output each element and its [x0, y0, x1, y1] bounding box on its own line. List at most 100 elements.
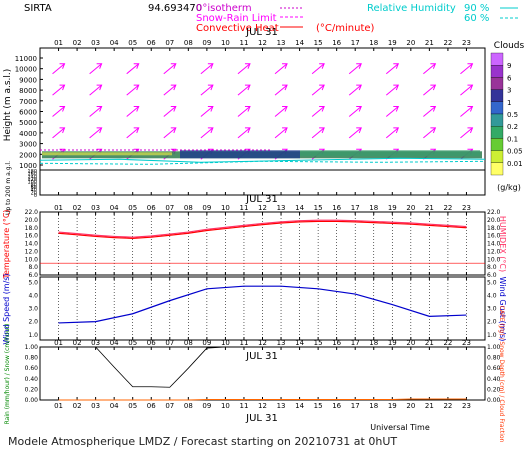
hour-tick-label: 02	[73, 339, 82, 347]
hour-tick-label: 23	[462, 339, 471, 347]
wind-arrow	[460, 106, 473, 117]
hour-tick-label: 02	[73, 204, 82, 212]
hour-tick-label: 18	[369, 204, 378, 212]
wind-arrow-head	[282, 106, 288, 112]
temp-tick-label: 18.0	[25, 225, 39, 232]
wind-arrow	[200, 127, 214, 139]
legend-isotherm: 0°isotherm	[196, 3, 252, 14]
hour-tick-label: 08	[184, 39, 193, 47]
height-tick-label: 9000	[19, 76, 37, 84]
wind-arrow	[163, 127, 177, 139]
hour-tick-label: 19	[388, 204, 397, 212]
wind-arrow	[348, 106, 362, 117]
colorbar-tick-label: 1	[507, 99, 511, 107]
hour-tick-label: 21	[425, 204, 434, 212]
wind-arrow	[460, 63, 473, 75]
wind-arrow-head	[170, 63, 177, 69]
wind-arrow-head	[282, 84, 288, 91]
height-tick-label: 6000	[19, 109, 37, 117]
height-low-tick-label: 140	[27, 174, 37, 180]
hour-tick-label: 22	[443, 402, 452, 410]
wind-arrow	[237, 127, 251, 139]
wind-arrow-head	[96, 127, 103, 134]
height-tick-label: 3000	[19, 141, 37, 149]
wind-arrow-head	[96, 84, 103, 91]
hour-tick-label: 17	[351, 39, 360, 47]
wind-tick-label: 3.0	[28, 306, 38, 313]
hour-tick-label: 20	[406, 402, 415, 410]
wind-tick-label: 4.0	[28, 292, 38, 299]
height-tick-label: 4000	[19, 130, 37, 138]
hour-tick-label: 23	[462, 204, 471, 212]
height-tick-label: 1000	[19, 162, 37, 170]
legend-symbols	[280, 7, 518, 28]
humidex-tick-label: 14.0	[487, 241, 501, 248]
hour-tick-label: 14	[295, 339, 304, 347]
wind-arrow-head	[59, 127, 66, 134]
height-tick-label: 2000	[19, 151, 37, 159]
wind-arrow-head	[467, 63, 474, 69]
temp-tick-label: 6.0	[28, 272, 38, 279]
wind-arrow	[200, 84, 214, 96]
legend-conv: Convective Heat	[196, 23, 279, 34]
hour-tick-label: 16	[332, 204, 341, 212]
height-low-tick-label: 40	[31, 188, 37, 194]
hour-tick-label: 04	[110, 402, 119, 410]
hour-tick-label: 13	[277, 339, 286, 347]
colorbar-tick-label: 3	[507, 87, 511, 95]
hour-tick-label: 01	[54, 402, 63, 410]
precip-tick-label: 0.40	[25, 376, 39, 383]
temp-ylabel: Temperature (°C)	[2, 209, 11, 279]
wind-arrow	[89, 63, 102, 75]
legend-conv-unit: (°C/minute)	[316, 23, 375, 34]
hour-tick-label: 18	[369, 339, 378, 347]
wind-arrow	[52, 84, 65, 96]
wind-arrow-head	[319, 63, 325, 69]
wind-arrow	[52, 127, 65, 139]
colorbar-swatch	[490, 162, 504, 176]
wind-arrow	[385, 127, 399, 139]
cloud-band-thin	[42, 152, 172, 156]
hour-tick-label: 09	[202, 204, 211, 212]
wind-arrow-head	[393, 106, 400, 112]
hour-tick-label: 03	[91, 339, 100, 347]
wind-arrow	[89, 106, 102, 117]
hour-tick-label: 19	[388, 39, 397, 47]
height-tick-label: 8000	[19, 87, 37, 95]
wind-arrow-head	[133, 106, 140, 112]
wind-arrow-head	[207, 106, 214, 112]
height-low-tick-label: 80	[31, 182, 37, 188]
wind-arrow-head	[282, 127, 288, 134]
wind-arrow-head	[207, 63, 214, 69]
wind-arrow	[385, 63, 399, 75]
wind-arrow	[89, 127, 102, 139]
hour-tick-label: 09	[202, 39, 211, 47]
colorbar-unit: (g/kg)	[497, 183, 521, 192]
hour-tick-label: 08	[184, 204, 193, 212]
wind-arrow	[311, 127, 325, 139]
wind-arrow	[126, 84, 140, 96]
hour-tick-label: 13	[277, 39, 286, 47]
colorbar-swatch	[490, 65, 504, 78]
wind-arrow-head	[207, 84, 214, 91]
hour-tick-label: 22	[443, 39, 452, 47]
hour-tick-label: 12	[258, 402, 267, 410]
wind-arrow-head	[244, 127, 251, 134]
rain-ylabel: Rain (mm/hour) / Snow (cm/hour)	[4, 324, 11, 425]
hour-tick-label: 03	[91, 204, 100, 212]
cape-line	[58, 398, 467, 401]
wind-arrow	[237, 106, 251, 117]
wind-arrow	[348, 63, 362, 75]
hour-tick-label: 17	[351, 339, 360, 347]
height-tick-label: 11000	[15, 55, 37, 63]
hour-tick-label: 12	[258, 204, 267, 212]
temp-tick-label: 20.0	[25, 217, 39, 224]
colorbar-tick-label: 0.01	[507, 160, 523, 168]
wind-arrow-head	[133, 84, 140, 91]
temp-tick-label: 8.0	[28, 264, 38, 271]
wind-arrow-head	[467, 127, 474, 134]
gust-tick-label: 4.0	[487, 292, 497, 299]
wind-arrow	[348, 84, 362, 96]
wind-arrow	[126, 106, 140, 117]
hour-tick-label: 05	[128, 339, 137, 347]
